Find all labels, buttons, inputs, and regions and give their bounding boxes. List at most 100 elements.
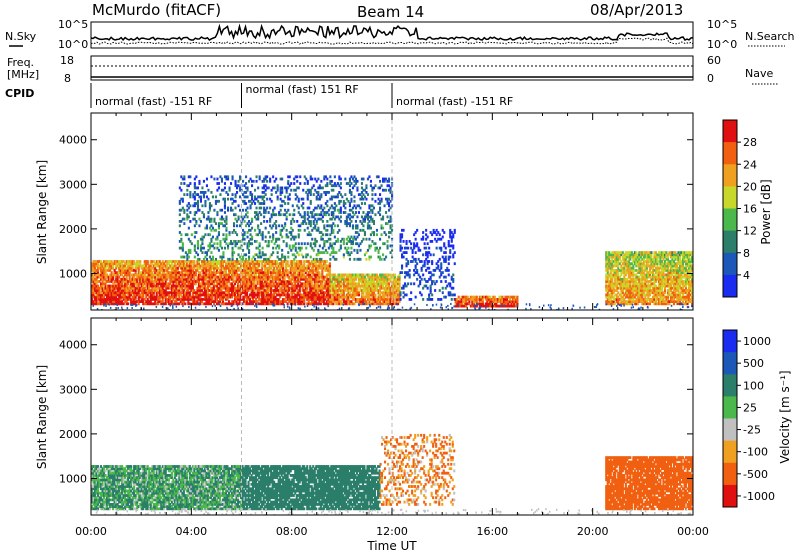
power-cell <box>380 291 383 295</box>
power-cell <box>615 257 618 261</box>
power-cell <box>437 260 440 263</box>
power-cell <box>632 284 635 288</box>
power-cell <box>633 262 636 266</box>
power-cell <box>654 257 657 261</box>
power-cell <box>609 273 612 277</box>
power-cell <box>611 257 614 261</box>
power-cell <box>194 295 197 299</box>
power-cell <box>341 275 344 279</box>
power-cell <box>258 298 261 301</box>
power-cell <box>127 291 130 295</box>
power-cell <box>267 302 270 306</box>
power-cell <box>493 304 496 308</box>
power-cell <box>194 273 197 277</box>
power-cell <box>191 275 194 279</box>
power-cell <box>214 300 217 303</box>
power-cell <box>261 260 264 263</box>
power-cell <box>148 289 151 292</box>
power-cell <box>223 271 226 274</box>
power-cell <box>131 282 134 286</box>
power-cell <box>325 302 328 306</box>
power-cell <box>160 302 163 306</box>
power-cell <box>682 291 685 295</box>
power-cell <box>288 282 291 286</box>
power-cell <box>173 266 176 270</box>
power-cell <box>157 291 160 295</box>
power-cell <box>639 273 642 277</box>
power-cell <box>209 298 212 301</box>
power-cell <box>372 289 375 292</box>
power-cell <box>234 269 237 272</box>
power-cell <box>199 300 202 303</box>
power-cell <box>460 295 463 299</box>
power-cell <box>504 295 507 299</box>
power-cell <box>651 262 654 266</box>
power-cell <box>304 284 307 288</box>
power-cell <box>133 260 136 263</box>
power-cell <box>209 295 212 299</box>
power-cell <box>304 269 307 272</box>
power-cell <box>223 269 226 272</box>
power-cell <box>226 280 229 283</box>
power-cell <box>422 298 425 301</box>
power-cell <box>662 277 665 281</box>
power-cell <box>671 295 674 299</box>
power-cell <box>428 298 431 301</box>
power-cell <box>151 291 154 295</box>
power-cell <box>447 255 450 259</box>
power-cell <box>154 280 157 283</box>
power-cell <box>472 304 475 308</box>
power-cell <box>463 300 466 303</box>
power-cell <box>158 260 161 263</box>
power-cell <box>294 277 297 281</box>
power-cell <box>624 269 627 272</box>
power-cell <box>146 293 149 297</box>
power-cell <box>220 289 223 292</box>
power-cell <box>273 271 276 274</box>
power-cell <box>244 262 247 266</box>
power-cell <box>653 302 656 306</box>
power-cell <box>489 298 492 301</box>
power-cell <box>388 286 391 290</box>
power-cell <box>677 255 680 259</box>
power-cell <box>374 284 377 288</box>
power-cell <box>250 275 253 279</box>
power-cell <box>95 286 98 290</box>
power-cell <box>294 269 297 272</box>
power-cell <box>615 251 618 254</box>
power-cell <box>327 266 330 270</box>
power-cell <box>119 273 122 277</box>
power-cell <box>460 302 463 306</box>
power-cell <box>394 293 397 297</box>
power-cell <box>365 295 368 299</box>
power-cell <box>101 298 104 301</box>
power-cell <box>215 260 218 263</box>
power-cell <box>656 295 659 299</box>
power-cell <box>188 293 191 297</box>
power-cell <box>109 273 112 277</box>
power-cell <box>146 302 149 306</box>
power-cell <box>282 260 285 263</box>
power-cell <box>659 273 662 277</box>
power-cell <box>612 269 615 272</box>
power-cell <box>149 266 152 270</box>
power-cell <box>295 273 298 277</box>
power-cell <box>394 282 397 286</box>
power-cell <box>139 280 142 283</box>
power-cell <box>618 253 621 257</box>
power-cell <box>513 302 516 306</box>
power-cell <box>324 302 327 306</box>
power-cell <box>605 255 608 259</box>
power-cell <box>100 298 103 301</box>
power-cell <box>605 275 608 279</box>
power-cell <box>627 289 630 292</box>
power-cell <box>122 291 125 295</box>
power-cell <box>399 235 402 239</box>
power-cell <box>289 280 292 283</box>
power-cell <box>178 273 181 277</box>
power-cell <box>122 302 125 306</box>
power-cell <box>647 282 650 286</box>
power-cell <box>660 289 663 292</box>
power-cell <box>232 289 235 292</box>
